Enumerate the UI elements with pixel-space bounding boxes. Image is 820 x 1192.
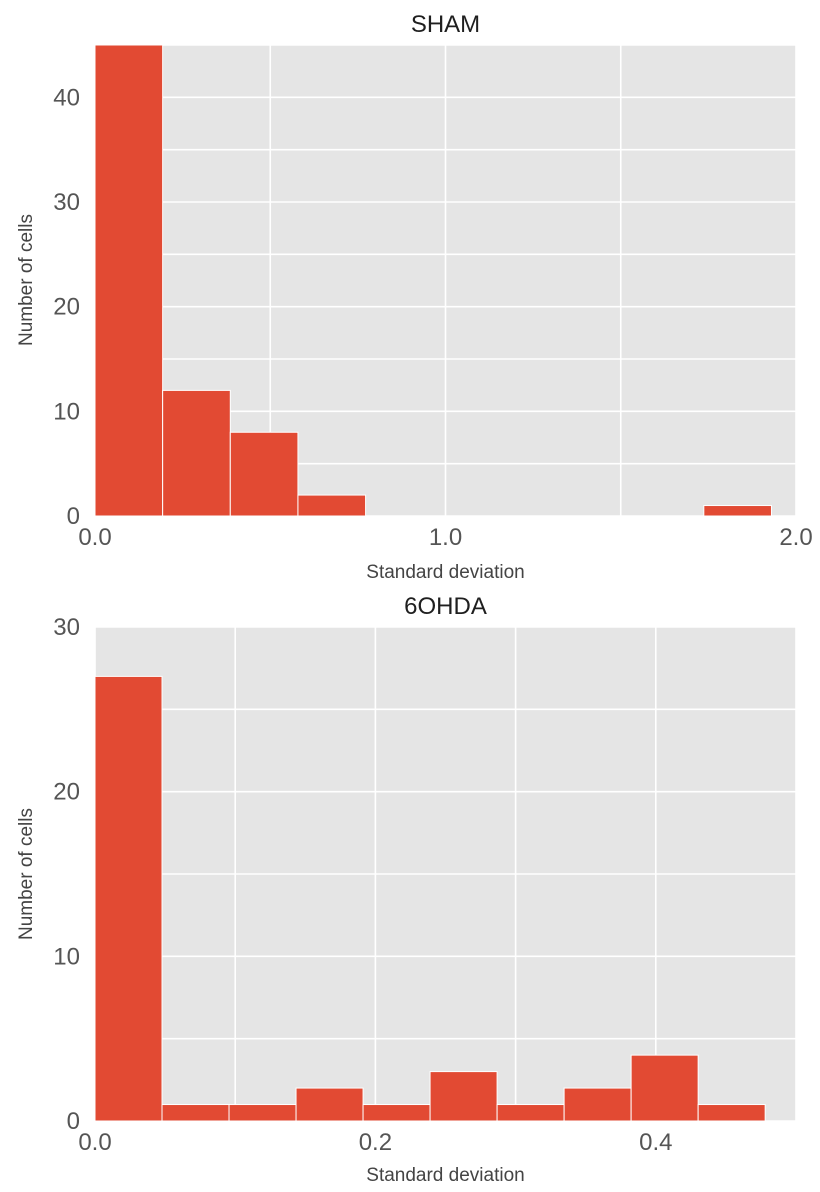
6ohda-title: 6OHDA bbox=[404, 593, 487, 620]
sham-bars bbox=[94, 44, 772, 517]
sham-histogram-bar bbox=[94, 44, 164, 517]
sham-xtick-label: 1.0 bbox=[429, 524, 462, 551]
sham-histogram-bar bbox=[297, 494, 367, 517]
sham-title: SHAM bbox=[411, 11, 480, 38]
sham-ytick-label: 10 bbox=[53, 398, 80, 425]
6ohda-histogram-bar bbox=[94, 675, 163, 1122]
6ohda-histogram-bar bbox=[429, 1071, 498, 1122]
sham-ytick-label: 30 bbox=[53, 189, 80, 216]
6ohda-y-axis-label: Number of cells bbox=[16, 808, 37, 940]
sham-ytick-label: 40 bbox=[53, 84, 80, 111]
6ohda-histogram-bar bbox=[161, 1104, 230, 1122]
sham-ytick-label: 0 bbox=[67, 503, 80, 530]
6ohda-histogram-bar bbox=[228, 1104, 297, 1122]
sham-ytick-label: 20 bbox=[53, 294, 80, 321]
6ohda-histogram-bar bbox=[697, 1104, 766, 1122]
6ohda-histogram-bar bbox=[295, 1087, 364, 1122]
6ohda-ytick-label: 20 bbox=[53, 779, 80, 806]
sham-histogram-bar bbox=[703, 505, 772, 517]
6ohda-ytick-label: 30 bbox=[53, 614, 80, 641]
6ohda-histogram-bar bbox=[362, 1104, 431, 1122]
6ohda-xtick-label: 0.4 bbox=[639, 1129, 672, 1156]
6ohda-bars bbox=[94, 675, 766, 1122]
6ohda-histogram-bar bbox=[630, 1054, 699, 1122]
6ohda-ytick-label: 0 bbox=[67, 1108, 80, 1135]
sham-xtick-label: 0.0 bbox=[78, 524, 111, 551]
6ohda-x-axis-label: Standard deviation bbox=[366, 1165, 524, 1186]
sham-y-axis-label: Number of cells bbox=[16, 214, 37, 346]
6ohda-ytick-label: 10 bbox=[53, 943, 80, 970]
6ohda-xtick-label: 0.2 bbox=[359, 1129, 392, 1156]
6ohda-xtick-label: 0.0 bbox=[78, 1129, 111, 1156]
sham-histogram-bar bbox=[229, 431, 299, 517]
sham-xtick-label: 2.0 bbox=[779, 524, 812, 551]
sham-histogram-bar bbox=[162, 389, 231, 517]
6ohda-histogram-bar bbox=[563, 1087, 632, 1122]
sham-chart: SHAM 0 10 20 30 40 0.0 1.0 2.0 Standard … bbox=[16, 11, 813, 583]
6ohda-chart: 6OHDA 0 10 20 30 0.0 0.2 0.4 Standard de… bbox=[16, 593, 797, 1186]
sham-x-axis-label: Standard deviation bbox=[366, 562, 524, 583]
6ohda-histogram-bar bbox=[496, 1104, 565, 1122]
